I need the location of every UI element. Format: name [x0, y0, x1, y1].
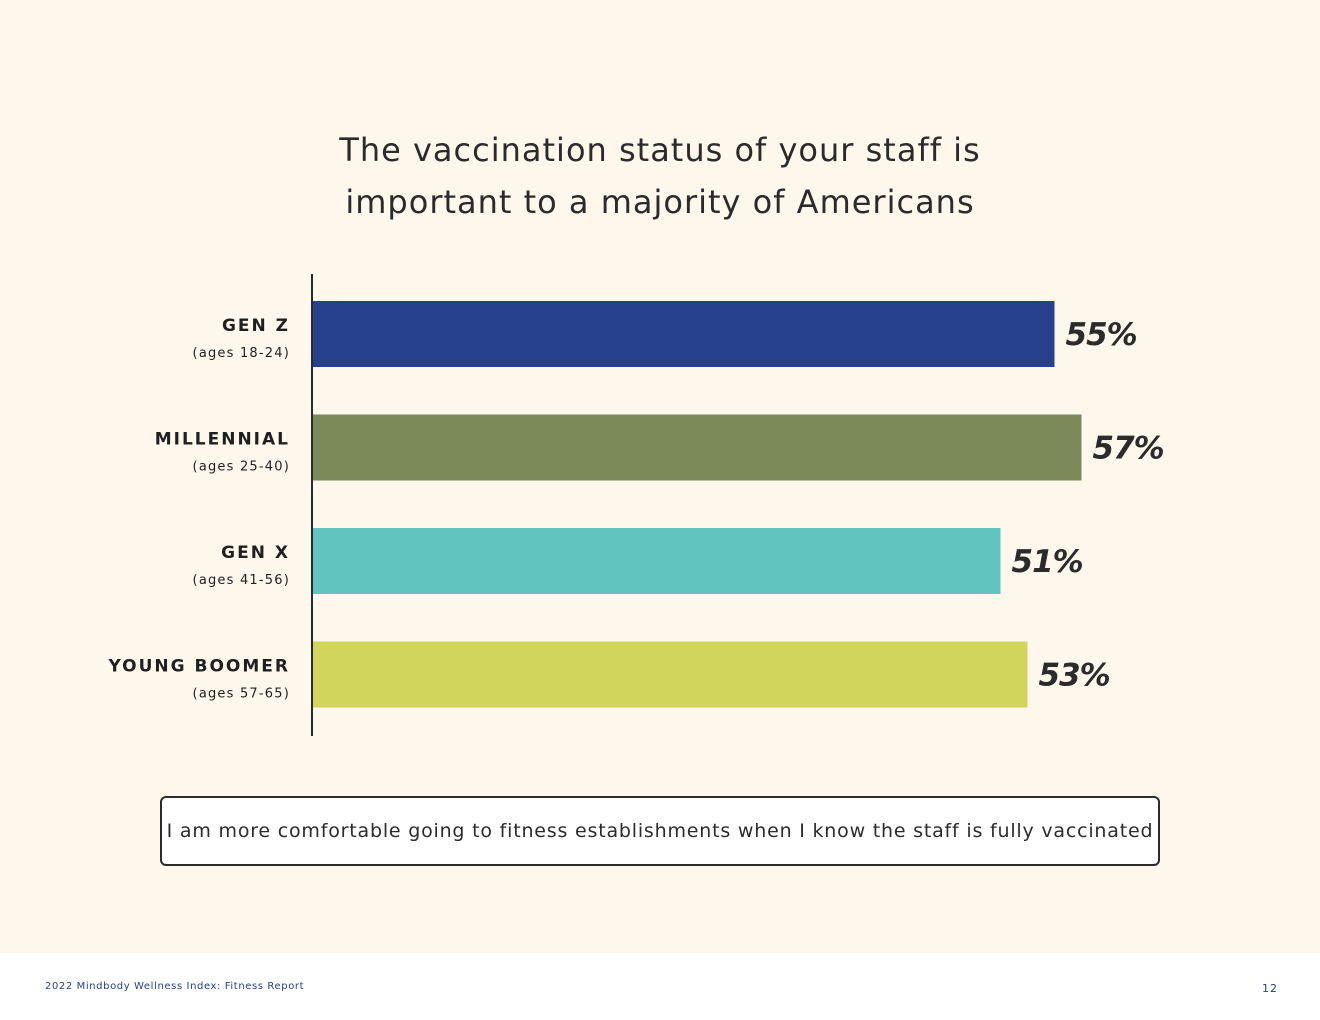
age-range-label: (ages 25-40) [193, 460, 290, 475]
footer-report-name: 2022 Mindbody Wellness Index: Fitness Re… [45, 981, 305, 992]
category-label: GEN X [221, 543, 290, 563]
footer-page-number: 12 [1262, 982, 1278, 995]
survey-statement-text: I am more comfortable going to fitness e… [166, 820, 1154, 842]
value-label: 53% [1039, 658, 1110, 694]
age-range-label: (ages 57-65) [193, 687, 290, 702]
survey-statement-box: I am more comfortable going to fitness e… [160, 796, 1160, 866]
chart-title-line-2: important to a majority of Americans [345, 183, 975, 221]
chart-title-line-1: The vaccination status of your staff is [339, 131, 981, 169]
category-label: YOUNG BOOMER [107, 657, 290, 677]
bar-gen-z [312, 301, 1055, 367]
category-label: MILLENNIAL [155, 430, 290, 450]
category-label: GEN Z [222, 316, 290, 336]
age-range-label: (ages 18-24) [193, 346, 290, 361]
chart-title: The vaccination status of your staff is … [0, 124, 1320, 228]
bar-millennial [312, 414, 1082, 481]
page-footer: 2022 Mindbody Wellness Index: Fitness Re… [0, 953, 1320, 1020]
slide-background: The vaccination status of your staff is … [0, 0, 1320, 953]
age-range-label: (ages 41-56) [193, 573, 290, 588]
bar-chart: 55% GEN Z (ages 18-24) 57% MILLENNIAL (ages 2… [107, 274, 1165, 736]
bar-gen-x [312, 528, 1001, 594]
value-label: 51% [1012, 544, 1083, 580]
value-label: 55% [1066, 317, 1137, 353]
value-label: 57% [1093, 431, 1164, 467]
bar-young-boomer [312, 641, 1028, 708]
